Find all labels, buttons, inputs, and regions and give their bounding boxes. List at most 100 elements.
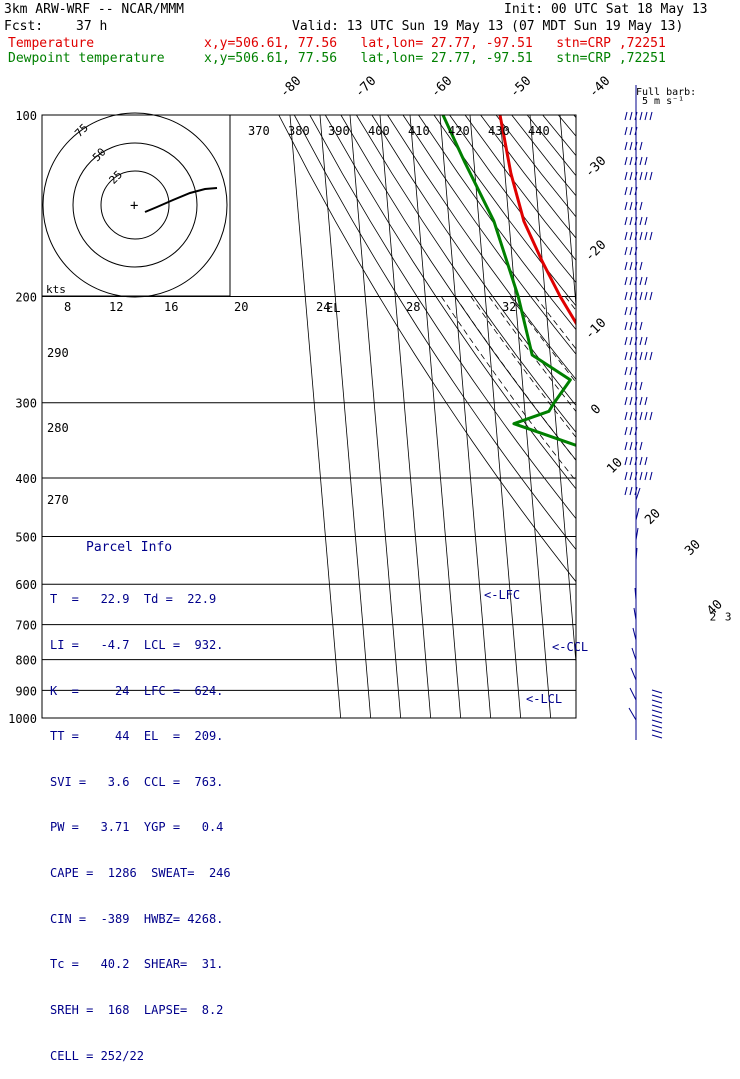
theta-label: 410 xyxy=(408,124,430,138)
dry-adiabat xyxy=(605,115,740,718)
hodo-speed-label: 16 xyxy=(164,300,178,314)
wind-barb xyxy=(650,112,652,120)
wind-barb xyxy=(630,688,636,700)
wind-barb xyxy=(625,142,627,150)
wind-barb xyxy=(630,142,632,150)
parcel-info-table: T = 22.9 Td = 22.9 LI = -4.7 LCL = 932. … xyxy=(50,562,231,1079)
wind-barb xyxy=(625,157,627,165)
wind-barb xyxy=(650,172,652,180)
isotherm xyxy=(350,115,401,718)
isotherm-label: 40 xyxy=(704,597,726,619)
wind-barb xyxy=(632,648,636,660)
wind-barb xyxy=(645,457,647,465)
isotherm-label: 10 xyxy=(604,455,626,477)
mixing-ratio-label: 3 xyxy=(725,611,732,624)
parcel-row: CELL = 252/22 xyxy=(50,1049,231,1064)
dewpoint-legend: Dewpoint temperature xyxy=(8,51,165,66)
wind-barb xyxy=(630,277,632,285)
wind-barb xyxy=(652,715,662,718)
wind-barb xyxy=(640,337,642,345)
hodo-speed-label: 32 xyxy=(502,300,516,314)
wind-barb xyxy=(625,217,627,225)
isotherm xyxy=(440,115,491,718)
wind-barb xyxy=(640,382,642,390)
hodo-speed-label: 28 xyxy=(406,300,420,314)
pressure-tick-label: 500 xyxy=(15,530,37,544)
wind-barb xyxy=(640,172,642,180)
dry-adiabat xyxy=(434,115,740,718)
pressure-tick-label: 900 xyxy=(15,684,37,698)
isotherm xyxy=(380,115,431,718)
wind-barb xyxy=(630,367,632,375)
pressure-tick-label: 600 xyxy=(15,578,37,592)
dry-adiabat xyxy=(341,115,740,718)
wind-barb xyxy=(630,307,632,315)
wind-barb xyxy=(645,412,647,420)
wind-barb xyxy=(650,232,652,240)
wind-barb xyxy=(630,412,632,420)
wind-barb xyxy=(640,472,642,480)
wind-barb xyxy=(640,112,642,120)
wind-barb xyxy=(650,412,652,420)
wind-barb xyxy=(640,352,642,360)
dewpoint-profile xyxy=(443,115,740,718)
theta-side-label: 290 xyxy=(47,346,69,360)
wind-barb xyxy=(640,262,642,270)
parcel-row: PW = 3.71 YGP = 0.4 xyxy=(50,820,231,835)
dry-adiabat xyxy=(589,115,740,718)
wind-barb xyxy=(652,690,662,693)
wind-barb xyxy=(645,397,647,405)
parcel-row: TT = 44 EL = 209. xyxy=(50,729,231,744)
parcel-row: K = 24 LFC = 624. xyxy=(50,684,231,699)
wind-barb xyxy=(625,382,627,390)
wind-barb xyxy=(652,710,662,713)
wind-barb xyxy=(630,427,632,435)
wind-barb xyxy=(645,292,647,300)
wind-barb xyxy=(630,337,632,345)
wind-barb xyxy=(640,397,642,405)
isotherm-label: 30 xyxy=(682,537,704,559)
wind-barb xyxy=(625,322,627,330)
parcel-row: SREH = 168 LAPSE= 8.2 xyxy=(50,1003,231,1018)
wind-barb xyxy=(652,695,662,698)
isotherm xyxy=(620,115,671,718)
lcl-marker: <-LCL xyxy=(526,692,562,706)
wind-barb xyxy=(652,725,662,728)
parcel-row: SVI = 3.6 CCL = 763. xyxy=(50,775,231,790)
dry-adiabat xyxy=(403,115,740,718)
wind-barb xyxy=(630,442,632,450)
dewpoint-location: x,y=506.61, 77.56 lat,lon= 27.77, -97.51… xyxy=(204,51,666,66)
dry-adiabat xyxy=(527,115,740,718)
isotherm xyxy=(320,115,371,718)
wind-barb xyxy=(630,157,632,165)
isotherm-label: -80 xyxy=(277,74,304,101)
wind-barb xyxy=(625,442,627,450)
theta-side-label: 270 xyxy=(47,493,69,507)
wind-barb xyxy=(645,352,647,360)
isotherm-label: -30 xyxy=(582,154,609,181)
wind-barb xyxy=(640,157,642,165)
dry-adiabat xyxy=(372,115,740,718)
dry-adiabat xyxy=(310,115,740,718)
wind-barb xyxy=(645,337,647,345)
wind-barb xyxy=(625,487,627,495)
hodo-speed-label: 8 xyxy=(64,300,71,314)
dry-adiabat xyxy=(450,115,740,718)
wind-barb xyxy=(630,292,632,300)
moist-adiabat xyxy=(471,297,740,719)
isotherm xyxy=(680,115,731,718)
dry-adiabat xyxy=(356,115,740,718)
wind-barb xyxy=(625,172,627,180)
dry-adiabat xyxy=(558,115,740,718)
temperature-legend: Temperature xyxy=(8,36,94,51)
wind-barb xyxy=(640,232,642,240)
ccl-marker: <-CCL xyxy=(552,640,588,654)
isotherm xyxy=(410,115,461,718)
model-title: 3km ARW-WRF -- NCAR/MMM xyxy=(4,2,184,17)
temperature-location: x,y=506.61, 77.56 lat,lon= 27.77, -97.51… xyxy=(204,36,666,51)
init-time: Init: 00 UTC Sat 18 May 13 xyxy=(504,2,708,17)
theta-label: 440 xyxy=(528,124,550,138)
theta-label: 380 xyxy=(288,124,310,138)
wind-barb xyxy=(640,457,642,465)
wind-barb xyxy=(650,472,652,480)
